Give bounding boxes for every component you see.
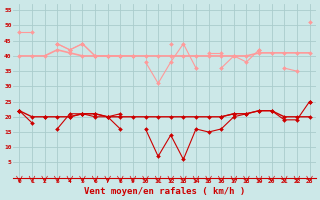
X-axis label: Vent moyen/en rafales ( km/h ): Vent moyen/en rafales ( km/h ) xyxy=(84,187,245,196)
